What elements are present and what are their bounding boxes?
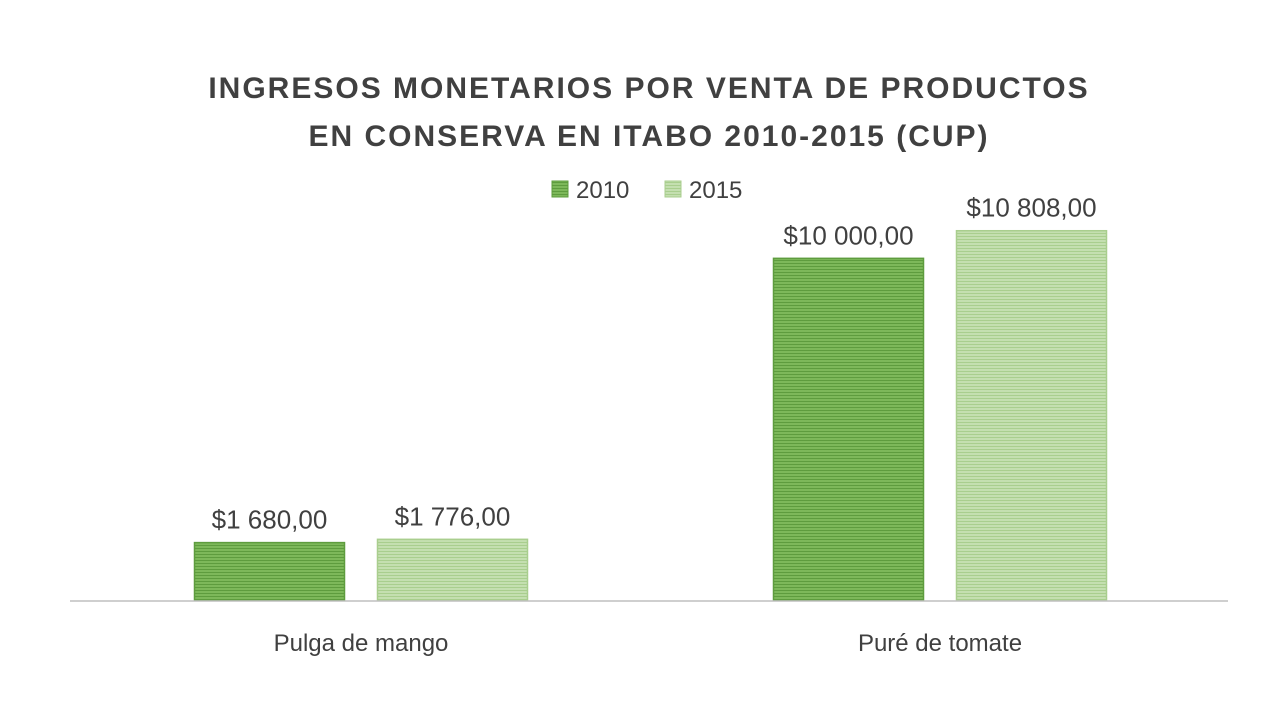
legend-label-2010: 2010 (576, 177, 629, 204)
x-tick-label-1: Pulga de mango (274, 630, 449, 657)
data-label-2010-2: $10 000,00 (783, 220, 913, 250)
chart-title-line-1: INGRESOS MONETARIOS POR VENTA DE PRODUCT… (208, 72, 1089, 105)
bar-2015-1 (376, 538, 529, 601)
legend-swatch-2010 (551, 180, 569, 198)
x-axis-ticks: Pulga de mango Puré de tomate (274, 630, 1022, 657)
data-label-2015-2: $10 808,00 (966, 193, 1096, 223)
data-labels-group: $1 680,00 $1 776,00 $10 000,00 $10 808,00 (212, 193, 1097, 535)
data-label-2015-1: $1 776,00 (395, 501, 511, 531)
bar-2010-2 (772, 257, 925, 601)
bar-2010-1 (193, 541, 346, 601)
bar-2015-2 (955, 229, 1108, 601)
x-tick-label-2: Puré de tomate (858, 630, 1022, 657)
legend-label-2015: 2015 (689, 177, 742, 204)
data-label-2010-1: $1 680,00 (212, 505, 328, 535)
legend: 2010 2015 (551, 177, 742, 204)
chart-title-line-2: EN CONSERVA EN ITABO 2010-2015 (CUP) (308, 120, 989, 153)
legend-swatch-2015 (664, 180, 682, 198)
bars-group (193, 229, 1108, 601)
